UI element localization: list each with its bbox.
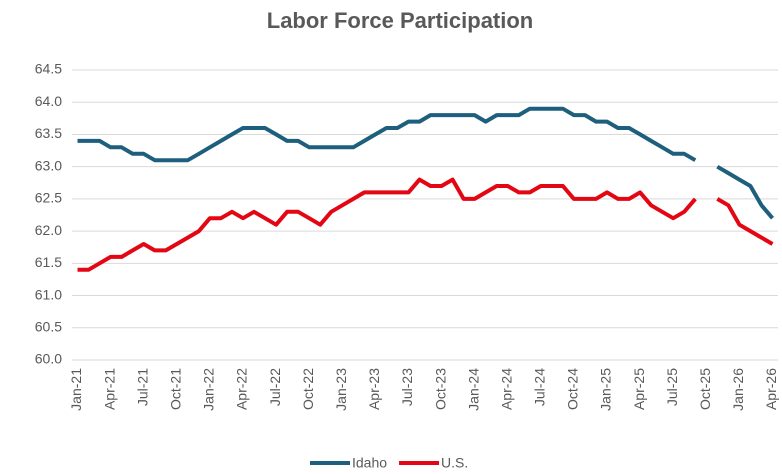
x-tick-label: Oct-21 [168,368,184,410]
x-tick-label: Apr-26 [763,368,779,410]
x-tick-label: Jan-25 [598,368,614,411]
x-tick-label: Apr-22 [234,368,250,410]
y-tick-label: 61.5 [35,254,62,270]
x-tick-label: Apr-21 [101,368,117,410]
y-tick-label: 60.0 [35,351,62,367]
x-tick-label: Jan-23 [333,368,349,411]
x-tick-label: Jan-22 [201,368,217,411]
x-tick-label: Jul-22 [267,368,283,406]
x-tick-label: Apr-23 [366,368,382,410]
x-tick-label: Jul-24 [532,368,548,406]
y-tick-label: 63.5 [35,125,62,141]
x-tick-label: Jul-21 [134,368,150,406]
y-tick-label: 60.5 [35,318,62,334]
line-series [77,106,775,220]
y-tick-label: 64.5 [35,61,62,77]
x-tick-label: Jan-26 [730,368,746,411]
x-tick-label: Apr-24 [498,368,514,410]
x-tick-label: Apr-25 [631,368,647,410]
x-tick-label: Oct-22 [300,368,316,410]
chart-title: Labor Force Participation [267,8,534,33]
y-tick-label: 61.0 [35,286,62,302]
y-tick-label: 62.0 [35,222,62,238]
legend-label: U.S. [441,455,468,471]
line-series [77,177,774,272]
y-tick-label: 62.5 [35,190,62,206]
x-tick-label: Oct-25 [697,368,713,410]
y-tick-label: 63.0 [35,157,62,173]
y-tick-label: 64.0 [35,93,62,109]
x-tick-label: Jan-21 [68,368,84,411]
x-tick-label: Jul-23 [399,368,415,406]
x-tick-label: Oct-24 [565,368,581,410]
x-tick-label: Oct-23 [432,368,448,410]
legend-label: Idaho [352,455,387,471]
x-tick-label: Jul-25 [664,368,680,406]
x-tick-label: Jan-24 [465,368,481,411]
